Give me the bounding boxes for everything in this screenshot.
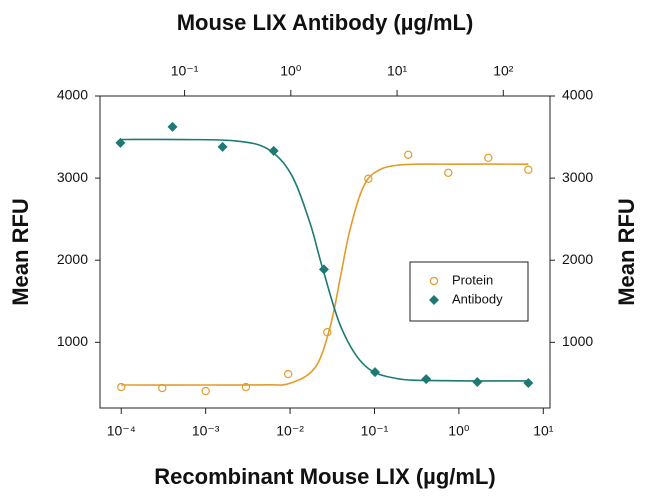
legend-marker (429, 295, 439, 305)
y2-tick-label: 4000 (562, 87, 593, 103)
data-point (283, 369, 293, 379)
data-point (370, 367, 381, 378)
fit-curve (120, 138, 529, 382)
data-point (523, 378, 534, 389)
x2-tick-label: 10² (493, 63, 514, 79)
data-point (217, 141, 228, 152)
plot-frame (99, 95, 551, 409)
x-axis-title: Recombinant Mouse LIX (µg/mL) (154, 464, 495, 489)
x2-tick-label: 10⁰ (280, 63, 302, 79)
data-point (323, 328, 332, 337)
chart-title: Mouse LIX Antibody (µg/mL) (177, 10, 474, 35)
x-tick-label: 10⁻¹ (361, 423, 389, 439)
x-tick-label: 10⁰ (448, 423, 470, 439)
x2-tick-label: 10⁻¹ (171, 63, 199, 79)
y-tick-label: 3000 (57, 169, 88, 185)
data-point (524, 165, 533, 174)
data-point (318, 264, 329, 275)
x-tick-label: 10⁻⁴ (107, 423, 136, 439)
data-point (167, 121, 178, 132)
data-point (268, 145, 279, 156)
y2-tick-label: 2000 (562, 251, 593, 267)
data-point (421, 374, 432, 385)
legend-marker (429, 276, 439, 286)
fit-curve (121, 163, 529, 386)
data-point (484, 153, 493, 163)
legend-box (409, 261, 529, 322)
x-tick-label: 10⁻³ (192, 423, 220, 439)
legend-label: Protein (452, 272, 493, 287)
x-tick-label: 10⁻² (276, 423, 304, 439)
data-point (158, 383, 167, 393)
y-tick-label: 4000 (57, 87, 88, 103)
y-tick-label: 2000 (57, 251, 88, 267)
x2-tick-label: 10¹ (387, 63, 408, 79)
data-point (117, 382, 126, 392)
x-tick-label: 10¹ (533, 423, 554, 439)
y2-tick-label: 1000 (562, 333, 593, 349)
data-point (364, 174, 373, 183)
data-point (201, 386, 210, 396)
data-point (444, 168, 453, 177)
y-tick-label: 1000 (57, 333, 88, 349)
y2-axis-title: Mean RFU (614, 198, 639, 306)
data-point (115, 137, 126, 148)
legend-label: Antibody (452, 291, 503, 306)
y2-tick-label: 3000 (562, 169, 593, 185)
data-point (241, 382, 251, 392)
data-point (404, 150, 413, 159)
data-point (472, 377, 483, 388)
y-axis-title: Mean RFU (8, 198, 33, 306)
